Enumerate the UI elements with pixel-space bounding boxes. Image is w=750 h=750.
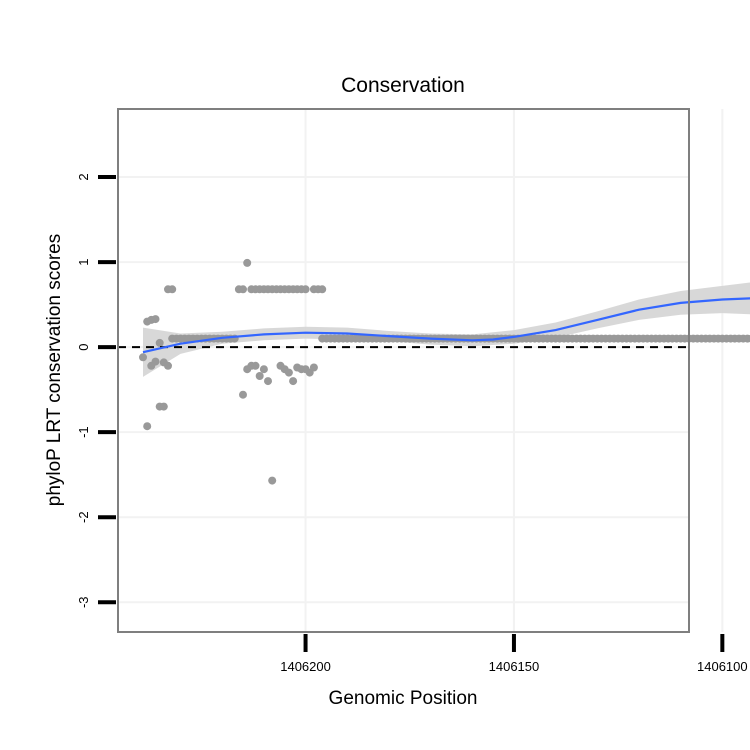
x-axis-ticks: 1406200 1406150 1406100 xyxy=(280,634,748,674)
x-tick-label-0: 1406200 xyxy=(280,659,331,674)
x-axis-label: Genomic Position xyxy=(329,688,478,709)
data-point-52 xyxy=(284,368,293,377)
y-tick-label-3: -1 xyxy=(76,426,91,438)
y-tick-label-0: 2 xyxy=(76,173,91,180)
data-point-170 xyxy=(747,334,750,343)
data-point-1 xyxy=(143,422,152,431)
data-point-13 xyxy=(168,285,177,294)
data-point-38 xyxy=(251,361,260,370)
y-axis-label: phyloP LRT conservation scores xyxy=(44,234,65,507)
data-point-43 xyxy=(264,377,272,386)
plot-panel-border xyxy=(117,108,690,633)
data-point-8 xyxy=(155,338,164,347)
data-point-60 xyxy=(301,285,310,294)
data-point-33 xyxy=(243,258,252,267)
y-tick-label-5: -3 xyxy=(76,596,91,608)
data-point-31 xyxy=(239,390,247,399)
plot-panel xyxy=(118,109,689,632)
y-tick-label-2: 0 xyxy=(76,343,91,350)
chart-title: Conservation xyxy=(341,74,465,97)
data-point-32 xyxy=(239,285,247,294)
data-point-11 xyxy=(164,361,172,370)
smooth-trend-line xyxy=(142,297,750,354)
x-tick-label-2: 1406100 xyxy=(697,659,748,674)
y-axis-ticks: 2 1 0 -1 -2 -3 xyxy=(76,173,116,608)
data-point-55 xyxy=(289,377,298,386)
data-point-5 xyxy=(151,315,160,324)
data-point-66 xyxy=(318,285,327,294)
data-point-40 xyxy=(255,372,264,380)
y-tick-label-1: 1 xyxy=(76,258,91,265)
data-point-42 xyxy=(259,365,268,374)
data-point-0 xyxy=(139,353,147,362)
data-point-64 xyxy=(309,363,318,372)
data-point-46 xyxy=(268,476,277,485)
data-point-6 xyxy=(151,357,160,366)
x-tick-label-1: 1406150 xyxy=(489,659,540,674)
data-point-9 xyxy=(159,402,168,411)
y-tick-label-4: -2 xyxy=(76,511,91,523)
